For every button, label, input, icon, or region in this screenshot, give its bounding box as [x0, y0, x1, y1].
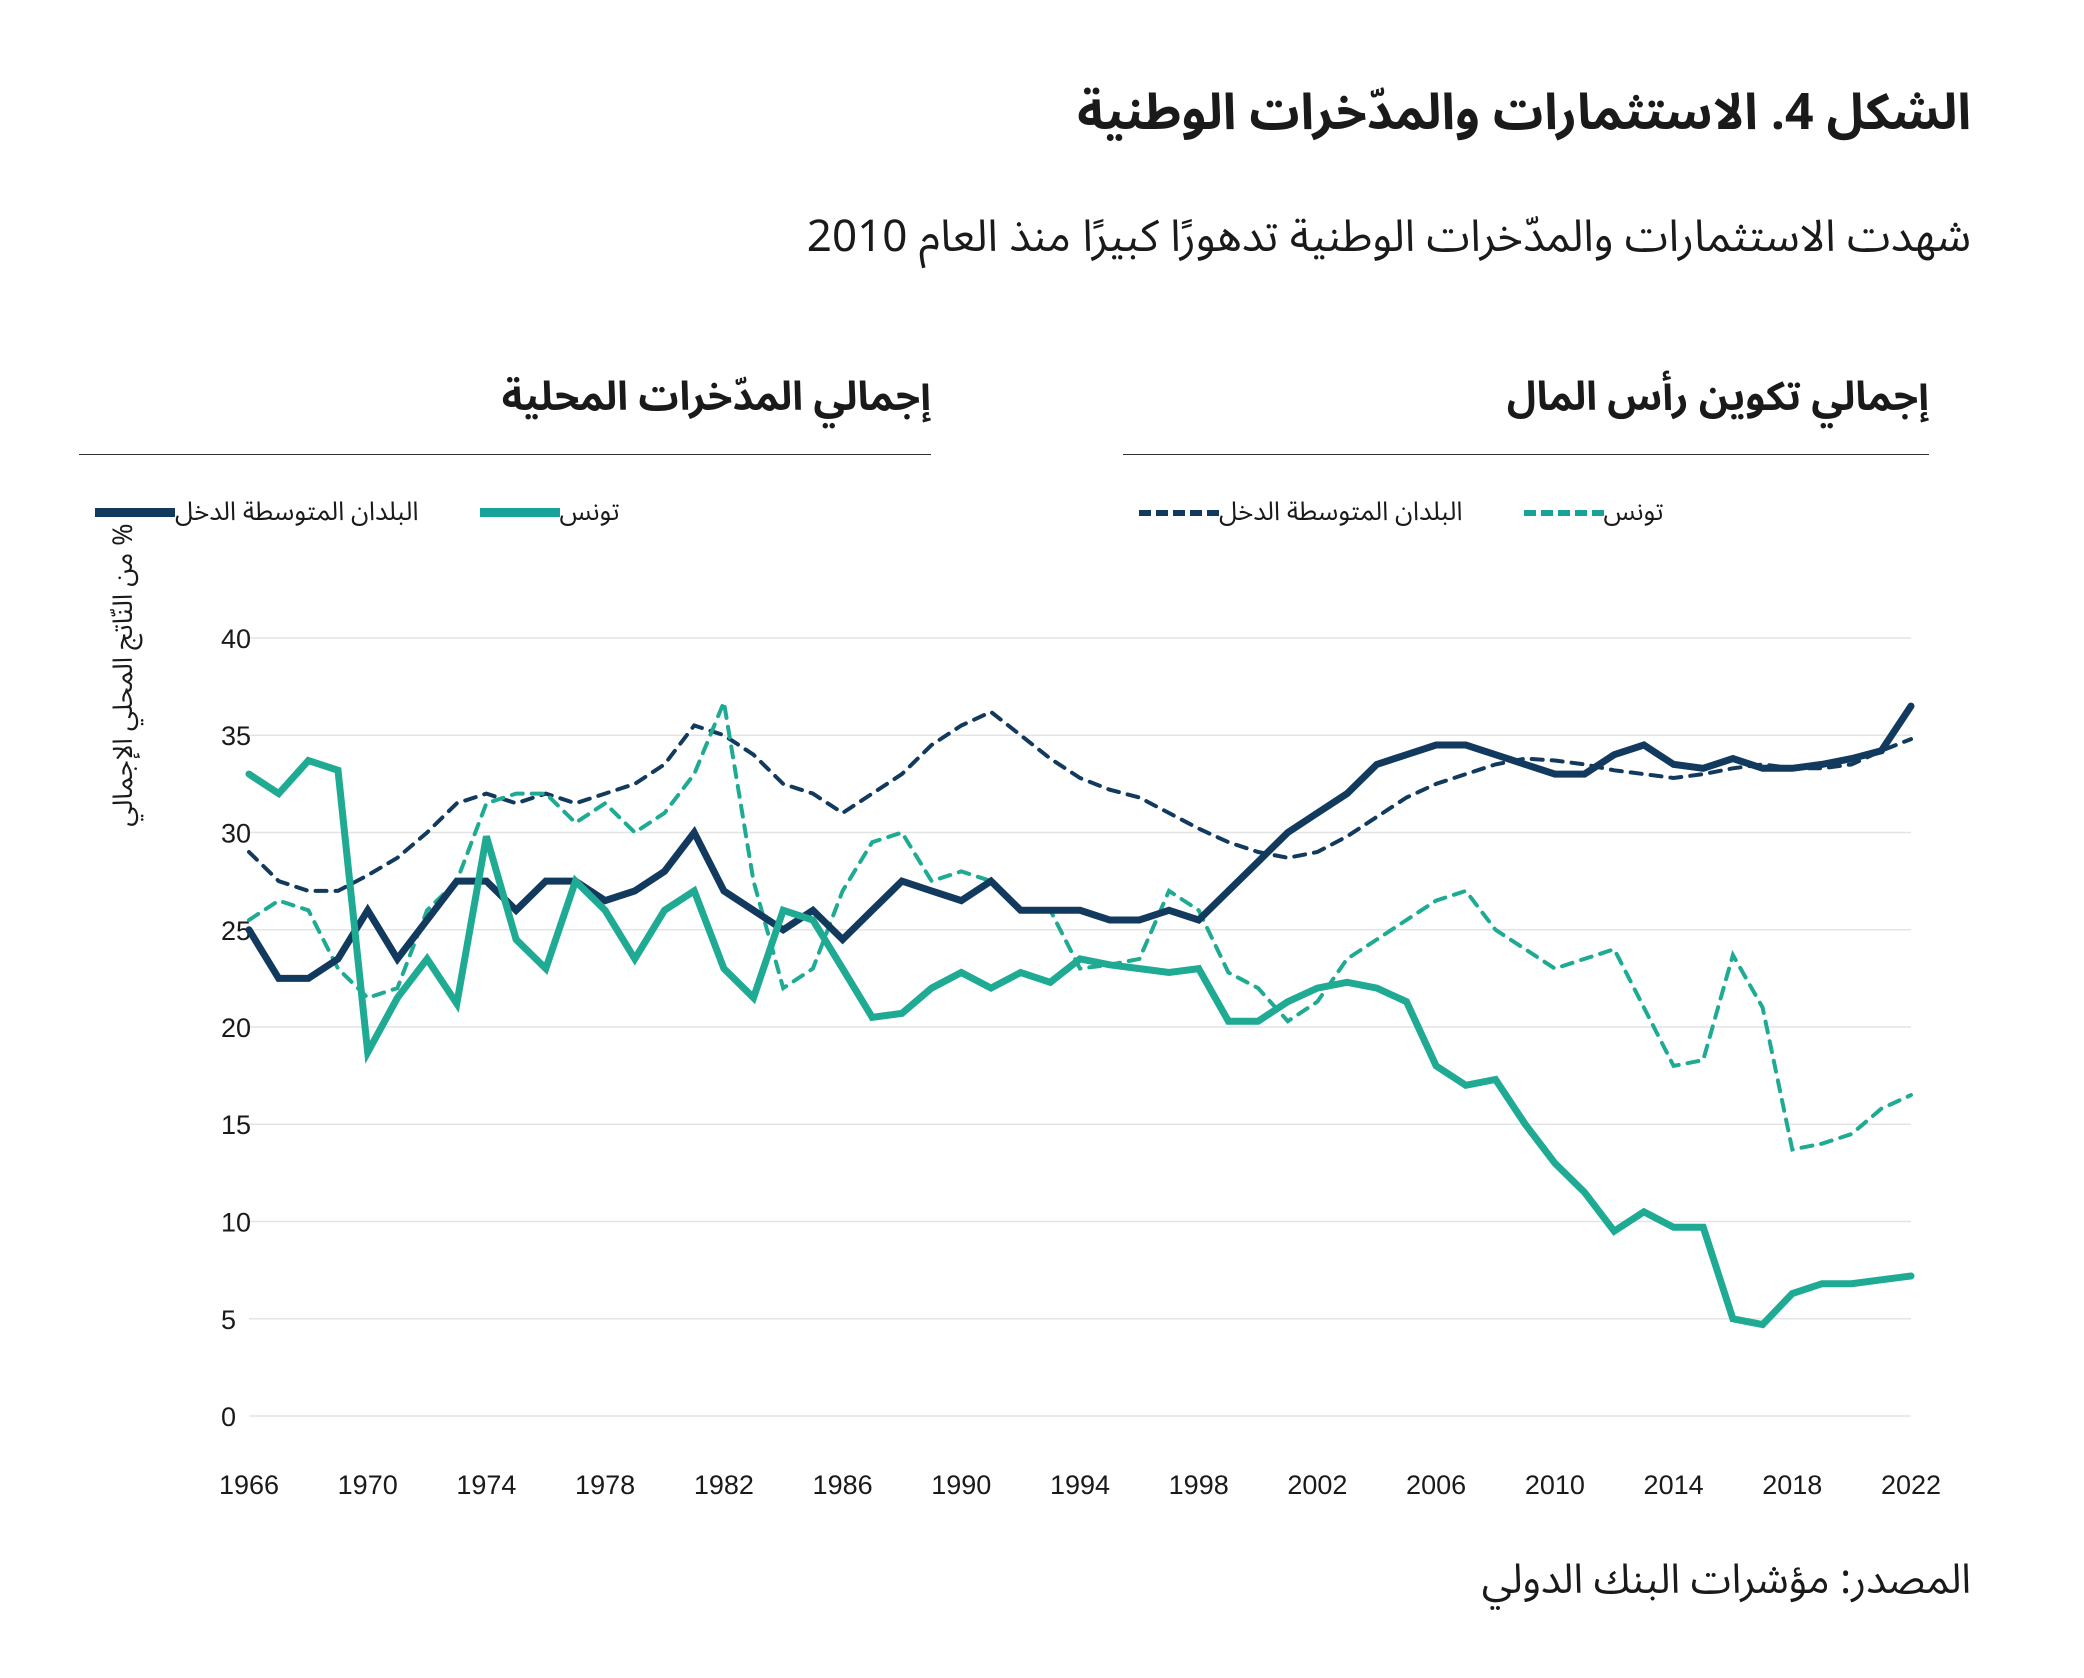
svg-text:2010: 2010 — [1525, 1470, 1585, 1500]
svg-text:10: 10 — [221, 1208, 251, 1238]
svg-text:2014: 2014 — [1644, 1470, 1704, 1500]
svg-text:1966: 1966 — [219, 1470, 279, 1500]
svg-text:2002: 2002 — [1287, 1470, 1347, 1500]
svg-text:1994: 1994 — [1050, 1470, 1110, 1500]
svg-text:30: 30 — [221, 819, 251, 849]
svg-text:1974: 1974 — [456, 1470, 516, 1500]
svg-text:2022: 2022 — [1881, 1470, 1941, 1500]
svg-text:0: 0 — [221, 1402, 236, 1432]
svg-text:20: 20 — [221, 1013, 251, 1043]
svg-text:2018: 2018 — [1762, 1470, 1822, 1500]
svg-text:5: 5 — [221, 1305, 236, 1335]
svg-text:40: 40 — [221, 624, 251, 654]
svg-text:1978: 1978 — [575, 1470, 635, 1500]
svg-text:1986: 1986 — [813, 1470, 873, 1500]
svg-text:1990: 1990 — [931, 1470, 991, 1500]
svg-text:35: 35 — [221, 721, 251, 751]
svg-text:2006: 2006 — [1406, 1470, 1466, 1500]
svg-text:1998: 1998 — [1169, 1470, 1229, 1500]
svg-text:15: 15 — [221, 1110, 251, 1140]
svg-text:1982: 1982 — [694, 1470, 754, 1500]
svg-text:1970: 1970 — [338, 1470, 398, 1500]
